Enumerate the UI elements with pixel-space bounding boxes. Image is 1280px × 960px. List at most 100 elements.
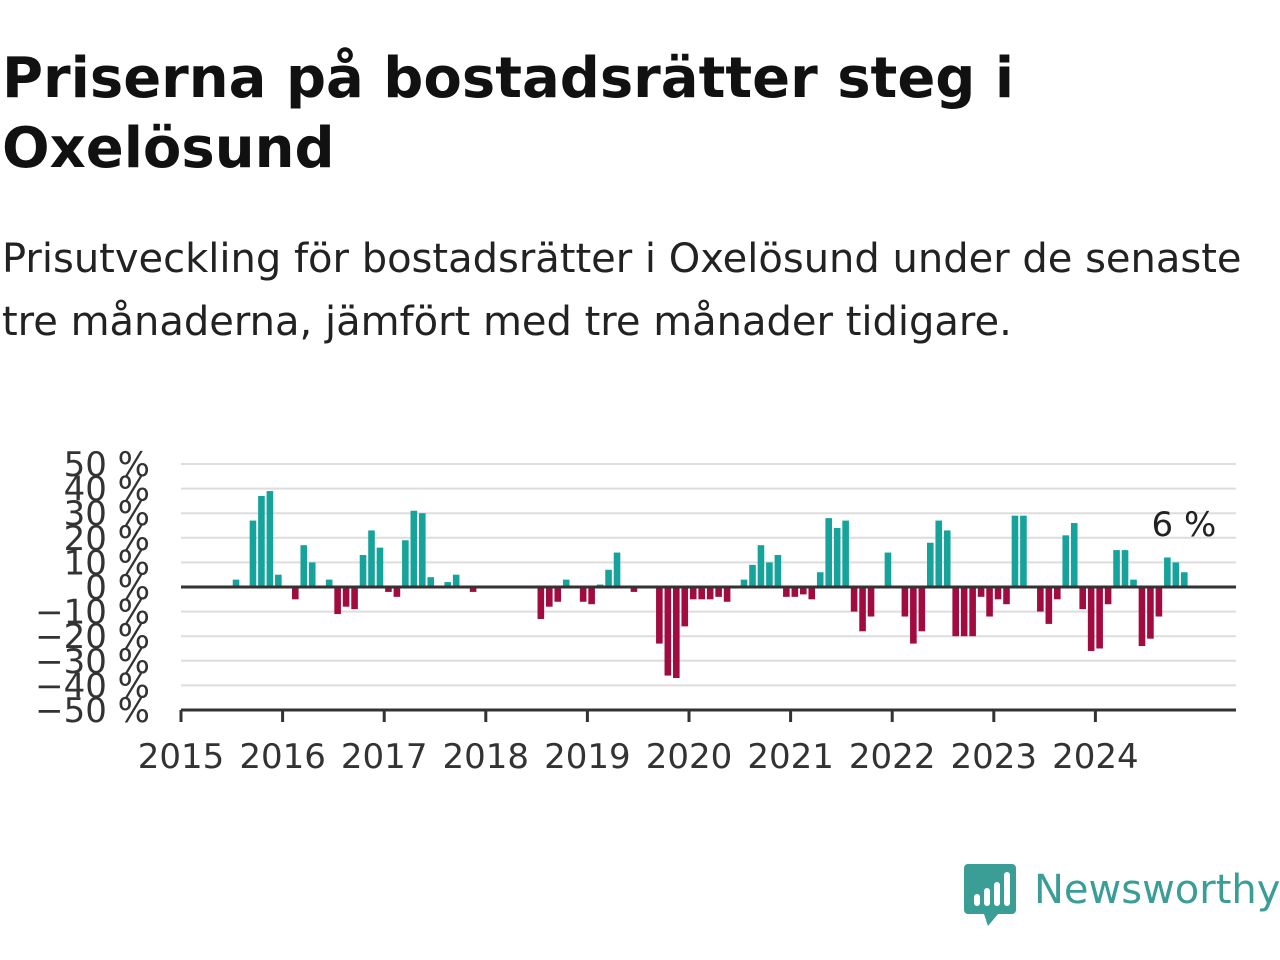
y-tick-label: 50 % [64, 445, 150, 485]
bar [1054, 587, 1061, 600]
bar [427, 577, 435, 587]
bar [554, 587, 562, 602]
bar [469, 587, 477, 592]
x-tick-label: 2024 [1052, 737, 1139, 777]
bar [952, 587, 959, 637]
x-tick-label: 2017 [341, 737, 428, 777]
bar [681, 587, 689, 627]
bar [1062, 535, 1070, 587]
bar [927, 542, 934, 587]
bar [1138, 587, 1146, 647]
bar [402, 540, 409, 587]
x-tick-label: 2021 [747, 737, 834, 777]
bar [537, 587, 545, 619]
bar [833, 527, 841, 587]
bar [1037, 587, 1044, 612]
bar [419, 513, 426, 587]
y-tick-label: −30 % [35, 642, 150, 682]
bar [918, 587, 926, 632]
bar [410, 510, 418, 587]
bar [249, 520, 257, 587]
bar [740, 579, 748, 587]
chart-title: Priserna på bostadsrätter steg i Oxelösu… [2, 46, 1015, 181]
y-tick-label: −50 % [35, 691, 150, 731]
bar [359, 555, 367, 587]
bar [1104, 587, 1112, 605]
bar [385, 587, 392, 592]
bar [656, 587, 663, 644]
bar [749, 564, 756, 587]
bar [334, 587, 341, 615]
y-tick-label: 30 % [64, 494, 150, 534]
bar [774, 555, 782, 587]
bar [842, 520, 849, 587]
y-tick-label: 40 % [64, 470, 150, 510]
bar [376, 547, 384, 587]
newsworthy-logo: Newsworthy [962, 862, 1280, 928]
x-tick-label: 2019 [544, 737, 631, 777]
x-tick-label: 2016 [239, 737, 326, 777]
bar [342, 587, 350, 607]
bar [1096, 587, 1103, 649]
bar [275, 574, 282, 587]
x-tick-label: 2023 [951, 737, 1038, 777]
bar [935, 520, 943, 587]
x-tick-label: 2020 [646, 737, 733, 777]
bar [1020, 515, 1027, 587]
bar [791, 587, 799, 597]
bar [901, 587, 909, 617]
bar [1130, 579, 1137, 587]
bar [1147, 587, 1154, 639]
bar [546, 587, 553, 607]
bar [910, 587, 917, 644]
bar [444, 582, 451, 587]
bar [605, 569, 612, 587]
bar [943, 530, 951, 587]
y-tick-label: 10 % [64, 543, 150, 583]
bar [1011, 515, 1019, 587]
bar [960, 587, 968, 637]
bar [808, 587, 816, 600]
bar [292, 587, 299, 600]
bar [1164, 557, 1171, 587]
bar [698, 587, 705, 600]
bar [1087, 587, 1095, 651]
bar [1172, 562, 1180, 587]
bar [977, 587, 985, 597]
bar [884, 552, 892, 587]
bar [232, 579, 240, 587]
bar [867, 587, 875, 617]
bar [258, 495, 265, 587]
bar [1003, 587, 1010, 605]
bar [816, 572, 824, 587]
bar [1079, 587, 1086, 610]
bar [706, 587, 714, 600]
bar [723, 587, 731, 602]
bar [368, 530, 375, 587]
chart-subtitle: Prisutveckling för bostadsrätter i Oxelö… [2, 236, 1242, 345]
bar [783, 587, 790, 597]
last-value-label: 6 % [1152, 505, 1217, 545]
newsworthy-chart-bubble-icon [964, 864, 1016, 926]
bar [715, 587, 722, 597]
bar [1121, 550, 1129, 587]
bar [859, 587, 866, 632]
y-tick-label: −40 % [35, 666, 150, 706]
bar [393, 587, 401, 597]
bar [664, 587, 672, 676]
bar [800, 587, 807, 595]
bar [1181, 572, 1188, 587]
bar [986, 587, 993, 617]
brand-name: Newsworthy [1034, 867, 1280, 913]
bar [579, 587, 587, 602]
bar [630, 587, 638, 592]
bar [588, 587, 595, 605]
bar [351, 587, 358, 610]
y-tick-label: −20 % [35, 617, 150, 657]
bar [300, 545, 308, 587]
bar [308, 562, 316, 587]
bar [1113, 550, 1120, 587]
bar [969, 587, 976, 637]
x-tick-label: 2015 [138, 737, 225, 777]
bar [689, 587, 697, 600]
